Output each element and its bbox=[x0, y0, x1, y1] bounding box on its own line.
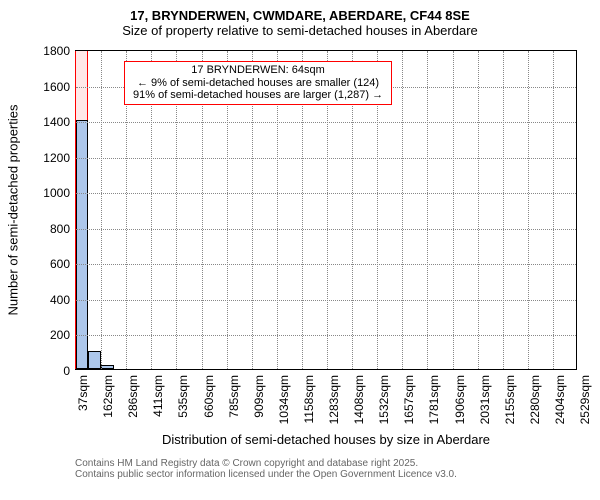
chart-container: 17, BRYNDERWEN, CWMDARE, ABERDARE, CF44 … bbox=[0, 0, 600, 500]
ytick-label: 600 bbox=[50, 257, 76, 271]
gridline-v bbox=[101, 51, 102, 369]
xtick-label: 1657sqm bbox=[402, 375, 416, 424]
chart-title: 17, BRYNDERWEN, CWMDARE, ABERDARE, CF44 … bbox=[0, 0, 600, 23]
ytick-label: 0 bbox=[63, 364, 76, 378]
ytick-label: 1600 bbox=[43, 80, 76, 94]
xtick-label: 1408sqm bbox=[352, 375, 366, 424]
gridline-v bbox=[503, 51, 504, 369]
xtick-label: 1158sqm bbox=[302, 375, 316, 423]
xtick-label: 2280sqm bbox=[528, 375, 542, 424]
footer-attribution: Contains HM Land Registry data © Crown c… bbox=[75, 458, 457, 480]
xtick-label: 1283sqm bbox=[327, 375, 341, 424]
xtick-label: 660sqm bbox=[202, 375, 216, 418]
xtick-label: 2155sqm bbox=[503, 375, 517, 424]
histogram-bar bbox=[101, 365, 113, 369]
xtick-label: 2529sqm bbox=[578, 375, 592, 424]
x-axis-label: Distribution of semi-detached houses by … bbox=[162, 432, 490, 447]
xtick-label: 2031sqm bbox=[478, 375, 492, 424]
xtick-label: 1906sqm bbox=[453, 375, 467, 424]
footer-line-2: Contains public sector information licen… bbox=[75, 469, 457, 480]
gridline-v bbox=[553, 51, 554, 369]
ytick-label: 1000 bbox=[43, 186, 76, 200]
xtick-label: 535sqm bbox=[176, 375, 190, 418]
ytick-label: 1200 bbox=[43, 151, 76, 165]
y-axis-label: Number of semi-detached properties bbox=[6, 105, 21, 316]
xtick-label: 1532sqm bbox=[377, 375, 391, 424]
ytick-label: 1400 bbox=[43, 115, 76, 129]
xtick-label: 1781sqm bbox=[427, 375, 441, 424]
xtick-label: 162sqm bbox=[101, 375, 115, 418]
gridline-v bbox=[453, 51, 454, 369]
gridline-v bbox=[427, 51, 428, 369]
ytick-label: 800 bbox=[50, 222, 76, 236]
xtick-label: 37sqm bbox=[76, 375, 90, 411]
ytick-label: 1800 bbox=[43, 44, 76, 58]
xtick-label: 909sqm bbox=[252, 375, 266, 418]
histogram-bar bbox=[88, 351, 101, 369]
info-line-3: 91% of semi-detached houses are larger (… bbox=[133, 89, 383, 102]
ytick-label: 400 bbox=[50, 293, 76, 307]
gridline-v bbox=[528, 51, 529, 369]
info-line-1: 17 BRYNDERWEN: 64sqm bbox=[133, 64, 383, 77]
xtick-label: 2404sqm bbox=[553, 375, 567, 424]
chart-subtitle: Size of property relative to semi-detach… bbox=[0, 23, 600, 38]
xtick-label: 785sqm bbox=[227, 375, 241, 418]
info-box: 17 BRYNDERWEN: 64sqm ← 9% of semi-detach… bbox=[124, 61, 392, 105]
gridline-v bbox=[478, 51, 479, 369]
ytick-label: 200 bbox=[50, 328, 76, 342]
plot-area: 17 BRYNDERWEN: 64sqm ← 9% of semi-detach… bbox=[75, 50, 577, 370]
gridline-v bbox=[402, 51, 403, 369]
info-line-2: ← 9% of semi-detached houses are smaller… bbox=[133, 77, 383, 90]
xtick-label: 411sqm bbox=[151, 375, 165, 417]
xtick-label: 286sqm bbox=[126, 375, 140, 418]
footer-line-1: Contains HM Land Registry data © Crown c… bbox=[75, 458, 457, 469]
xtick-label: 1034sqm bbox=[277, 375, 291, 424]
